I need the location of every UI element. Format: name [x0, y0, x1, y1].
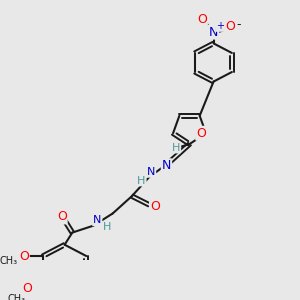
Text: O: O — [225, 20, 235, 33]
Text: H: H — [103, 222, 111, 233]
Text: H: H — [137, 176, 146, 185]
Text: O: O — [197, 14, 207, 26]
Text: N: N — [209, 26, 218, 39]
Text: CH₃: CH₃ — [0, 256, 17, 266]
Text: H: H — [172, 142, 180, 152]
Text: O: O — [150, 200, 160, 213]
Text: +: + — [216, 21, 224, 31]
Text: N: N — [93, 215, 101, 225]
Text: O: O — [57, 211, 67, 224]
Text: O: O — [196, 127, 206, 140]
Text: O: O — [19, 250, 29, 262]
Text: -: - — [236, 18, 241, 31]
Text: N: N — [147, 167, 155, 177]
Text: N: N — [162, 159, 171, 172]
Text: CH₃: CH₃ — [7, 294, 25, 300]
Text: O: O — [23, 283, 33, 296]
